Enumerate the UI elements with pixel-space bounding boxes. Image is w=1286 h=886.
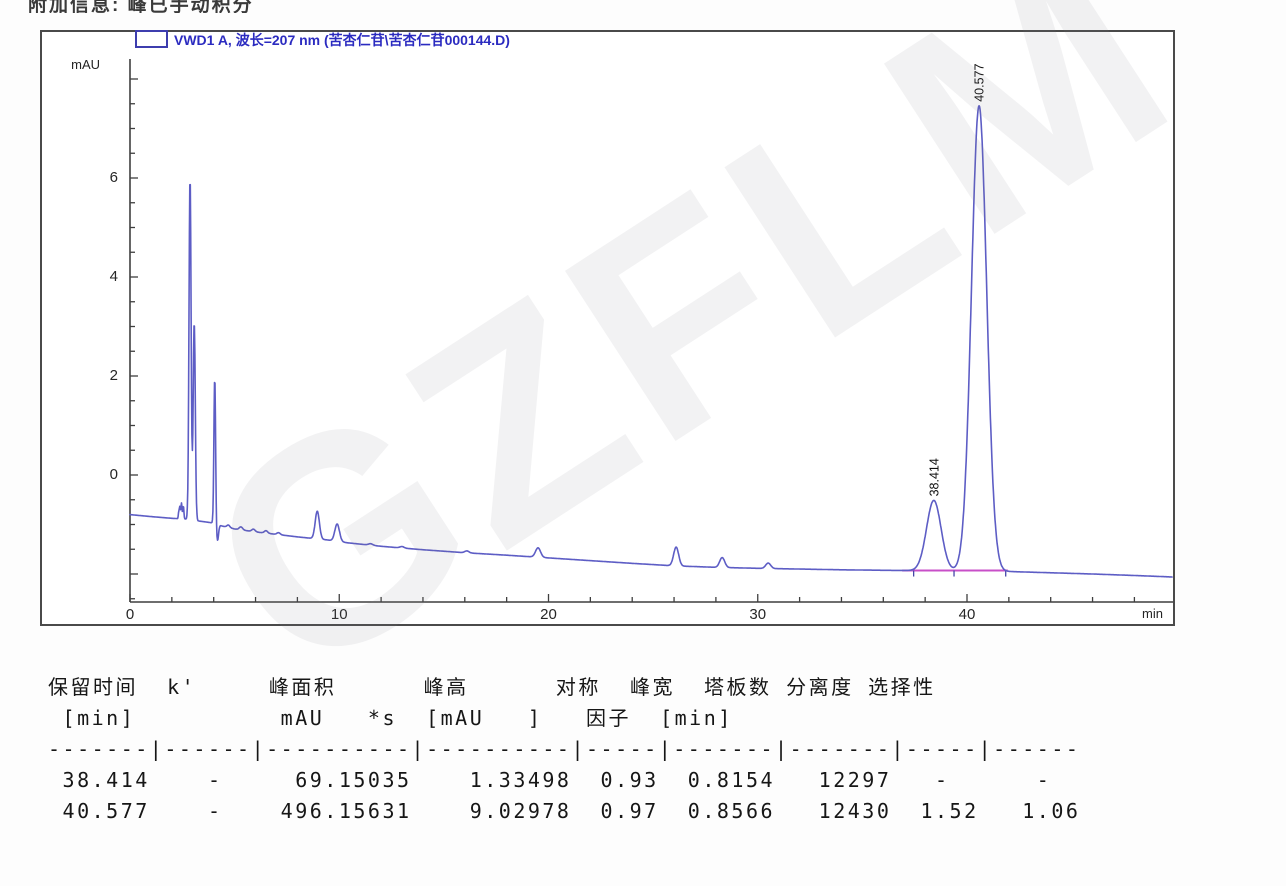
peak-retention-label: 38.414 [927,458,941,496]
chromatogram-frame: 38.414 40.577 VWD1 A, 波长=207 nm (苦杏仁苷\苦杏仁… [40,30,1175,626]
additional-info-text: 附加信息: 峰已手动积分 [28,0,254,13]
x-tick-label: 0 [125,606,135,623]
peak-table-row: 38.414 - 69.15035 1.33498 0.93 0.8154 12… [48,768,1052,792]
peak-table-separator: -------|------|----------|----------|---… [48,737,1081,761]
peak-table-row: 40.577 - 496.15631 9.02978 0.97 0.8566 1… [48,799,1081,823]
peak-retention-label: 40.577 [973,63,987,101]
peak-table: 保留时间 k' 峰面积 峰高 对称 峰宽 塔板数 分离度 选择性 [min] m… [48,672,1080,827]
y-tick-label: 0 [109,466,118,483]
peak-table-header-line1: 保留时间 k' 峰面积 峰高 对称 峰宽 塔板数 分离度 选择性 [48,675,936,699]
additional-info-clipped: 附加信息: 峰已手动积分 [28,0,548,13]
y-tick-label: 2 [109,367,118,384]
x-axis-unit-label: min [1142,606,1163,621]
peak-table-header-line2: [min] mAU *s [mAU ] 因子 [min] [48,706,733,730]
chromatogram-plot: 38.414 40.577 [129,59,1173,603]
x-tick-label: 40 [958,606,976,623]
x-tick-label: 10 [330,606,348,623]
y-tick-label: 4 [109,268,118,285]
y-tick-label: 6 [109,169,118,186]
signal-curve [129,105,1173,578]
x-tick-label: 20 [540,606,557,623]
y-axis-unit-label: mAU [71,57,100,72]
legend-label: VWD1 A, 波长=207 nm (苦杏仁苷\苦杏仁苷000144.D) [174,32,510,48]
x-tick-label: 30 [749,606,767,623]
legend-color-swatch [135,30,168,48]
